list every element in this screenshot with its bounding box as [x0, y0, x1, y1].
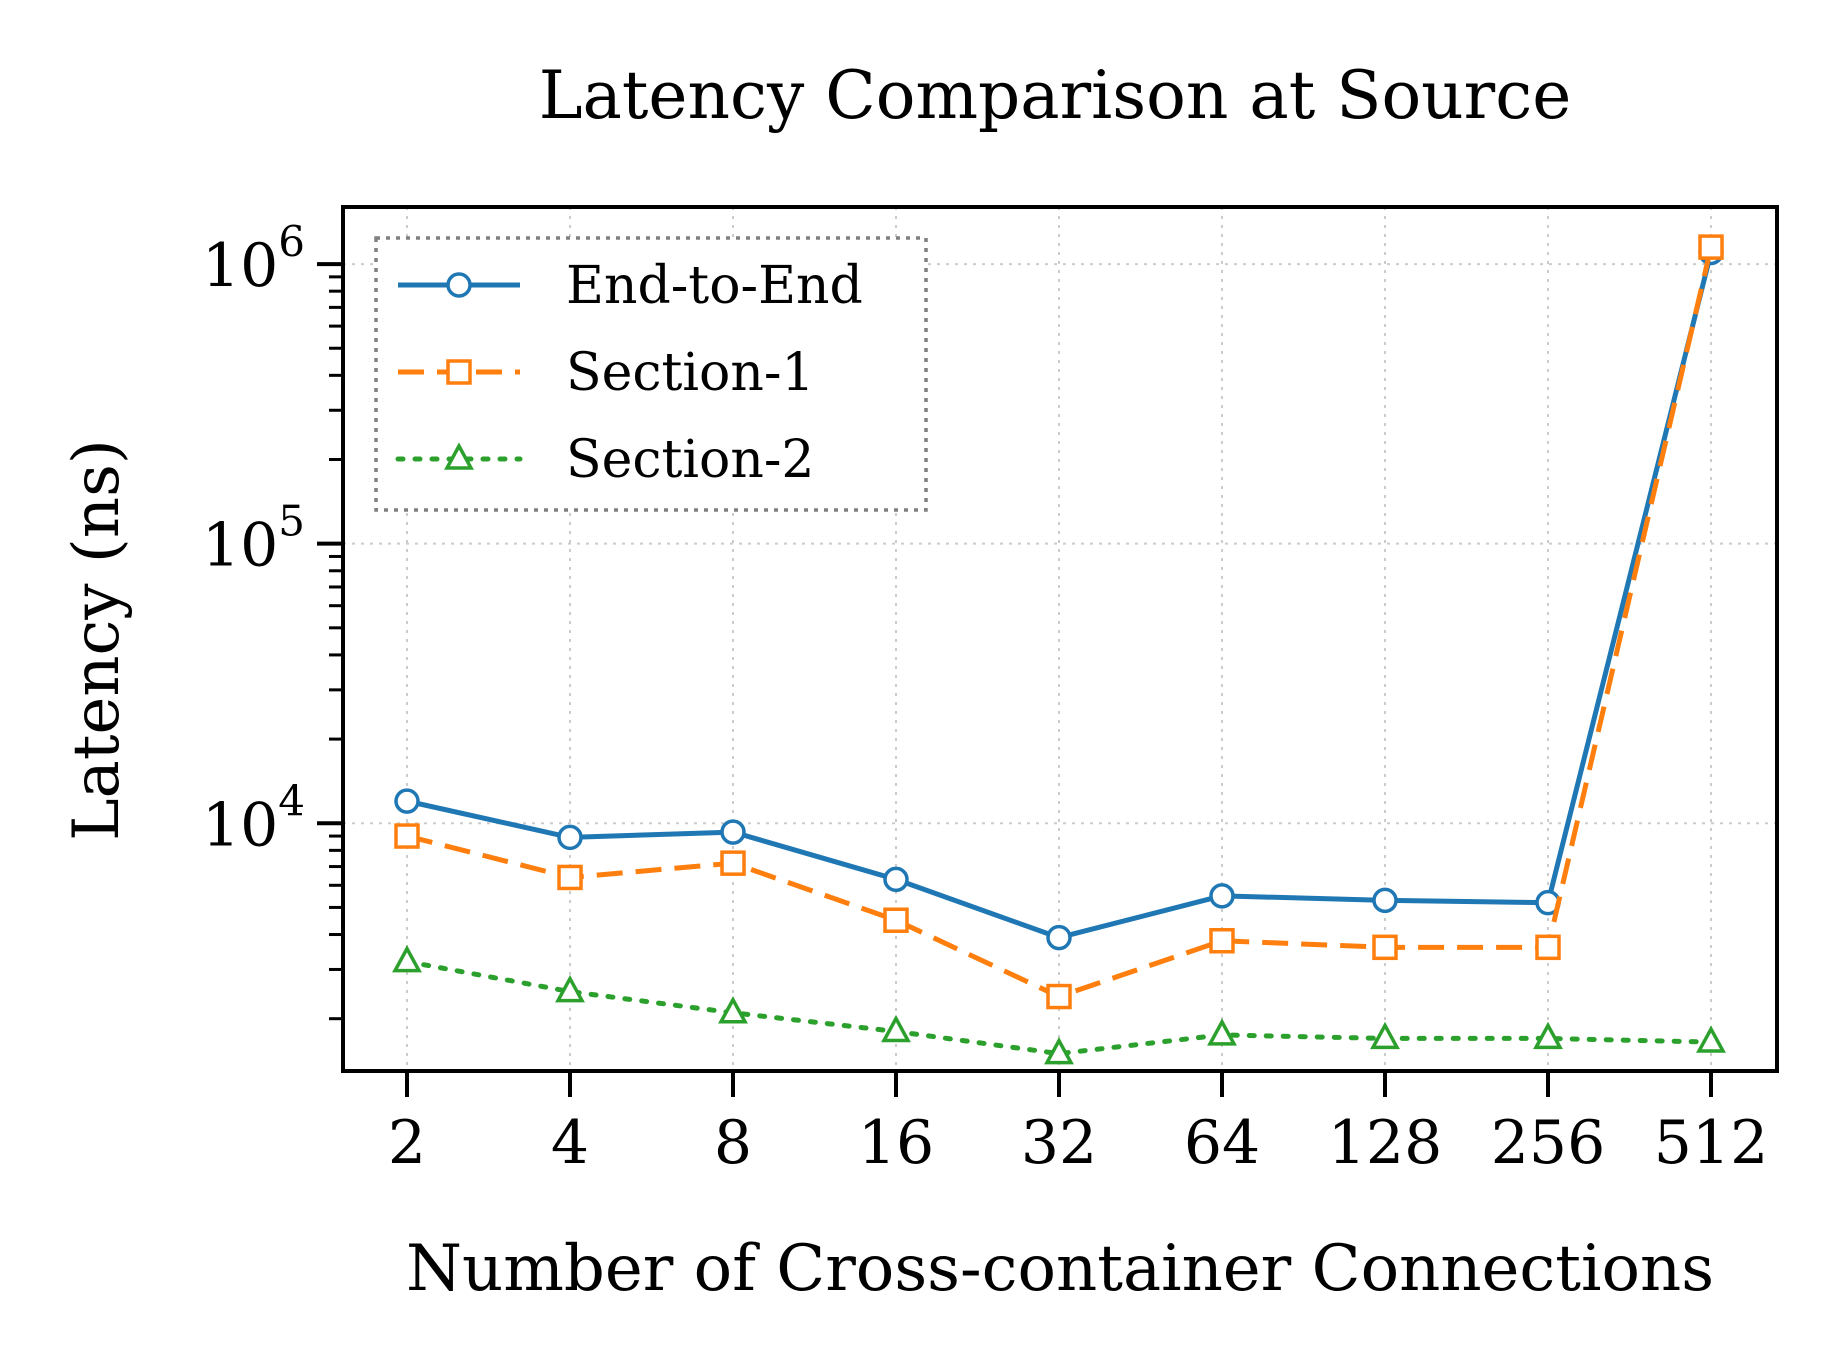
data-point — [1046, 983, 1072, 1010]
data-point — [1533, 1021, 1563, 1050]
x-tick-label: 4 — [551, 1108, 589, 1178]
legend-label: End-to-End — [566, 256, 863, 316]
data-point — [1209, 883, 1235, 909]
data-point — [881, 1014, 911, 1043]
legend-marker — [444, 442, 474, 470]
x-tick-label: 2 — [388, 1108, 426, 1178]
x-tick-label: 32 — [1021, 1108, 1097, 1178]
data-point — [1696, 1025, 1726, 1053]
x-tick-label: 128 — [1328, 1108, 1443, 1178]
data-point — [394, 823, 420, 849]
series-section-2 — [392, 944, 1726, 1065]
x-tick-label: 8 — [714, 1108, 752, 1178]
data-point — [1372, 887, 1398, 914]
data-point — [557, 864, 583, 891]
legend-item: Section-1 — [398, 343, 815, 403]
y-tick-label: 106 — [202, 217, 305, 301]
chart-title: Latency Comparison at Source — [539, 57, 1572, 134]
data-point — [394, 788, 420, 814]
data-point — [720, 850, 746, 876]
data-point — [555, 974, 585, 1003]
y-tick-label: 104 — [202, 776, 305, 860]
legend: End-to-End Section-1 Section-2 — [374, 236, 928, 512]
data-point — [883, 907, 909, 933]
data-point — [1698, 234, 1724, 260]
data-point — [1535, 934, 1561, 961]
x-axis-label: Number of Cross-container Connections — [406, 1232, 1714, 1306]
legend-item: End-to-End — [398, 256, 863, 316]
y-axis-label: Latency (ns) — [60, 439, 134, 841]
plot-frame — [341, 205, 1779, 1073]
legend-label: Section-1 — [566, 343, 815, 403]
legend-marker — [446, 359, 472, 385]
data-point — [1044, 1036, 1074, 1065]
data-point — [883, 866, 909, 893]
x-tick-label: 256 — [1491, 1108, 1606, 1178]
x-axis: 2 4 8 16 32 64 128 256 512 — [388, 1071, 1768, 1178]
data-point — [1046, 924, 1072, 951]
y-tick-label: 105 — [202, 497, 305, 581]
data-point — [1370, 1021, 1400, 1050]
data-point — [718, 996, 748, 1024]
y-axis: 104 105 106 — [202, 217, 343, 1021]
x-tick-label: 16 — [858, 1108, 934, 1178]
data-point — [392, 944, 422, 973]
data-point — [557, 824, 583, 851]
series-line — [404, 959, 1714, 1057]
legend-item: Section-2 — [395, 430, 815, 490]
data-point — [1209, 928, 1235, 954]
legend-label: Section-2 — [566, 430, 815, 490]
data-point — [1372, 934, 1398, 961]
x-tick-label: 64 — [1184, 1108, 1260, 1178]
x-tick-label: 512 — [1654, 1108, 1769, 1178]
data-point — [1207, 1018, 1237, 1046]
data-point — [720, 819, 746, 845]
series-section-1 — [394, 234, 1724, 1010]
plot-series — [392, 234, 1726, 1065]
legend-marker — [446, 272, 472, 298]
